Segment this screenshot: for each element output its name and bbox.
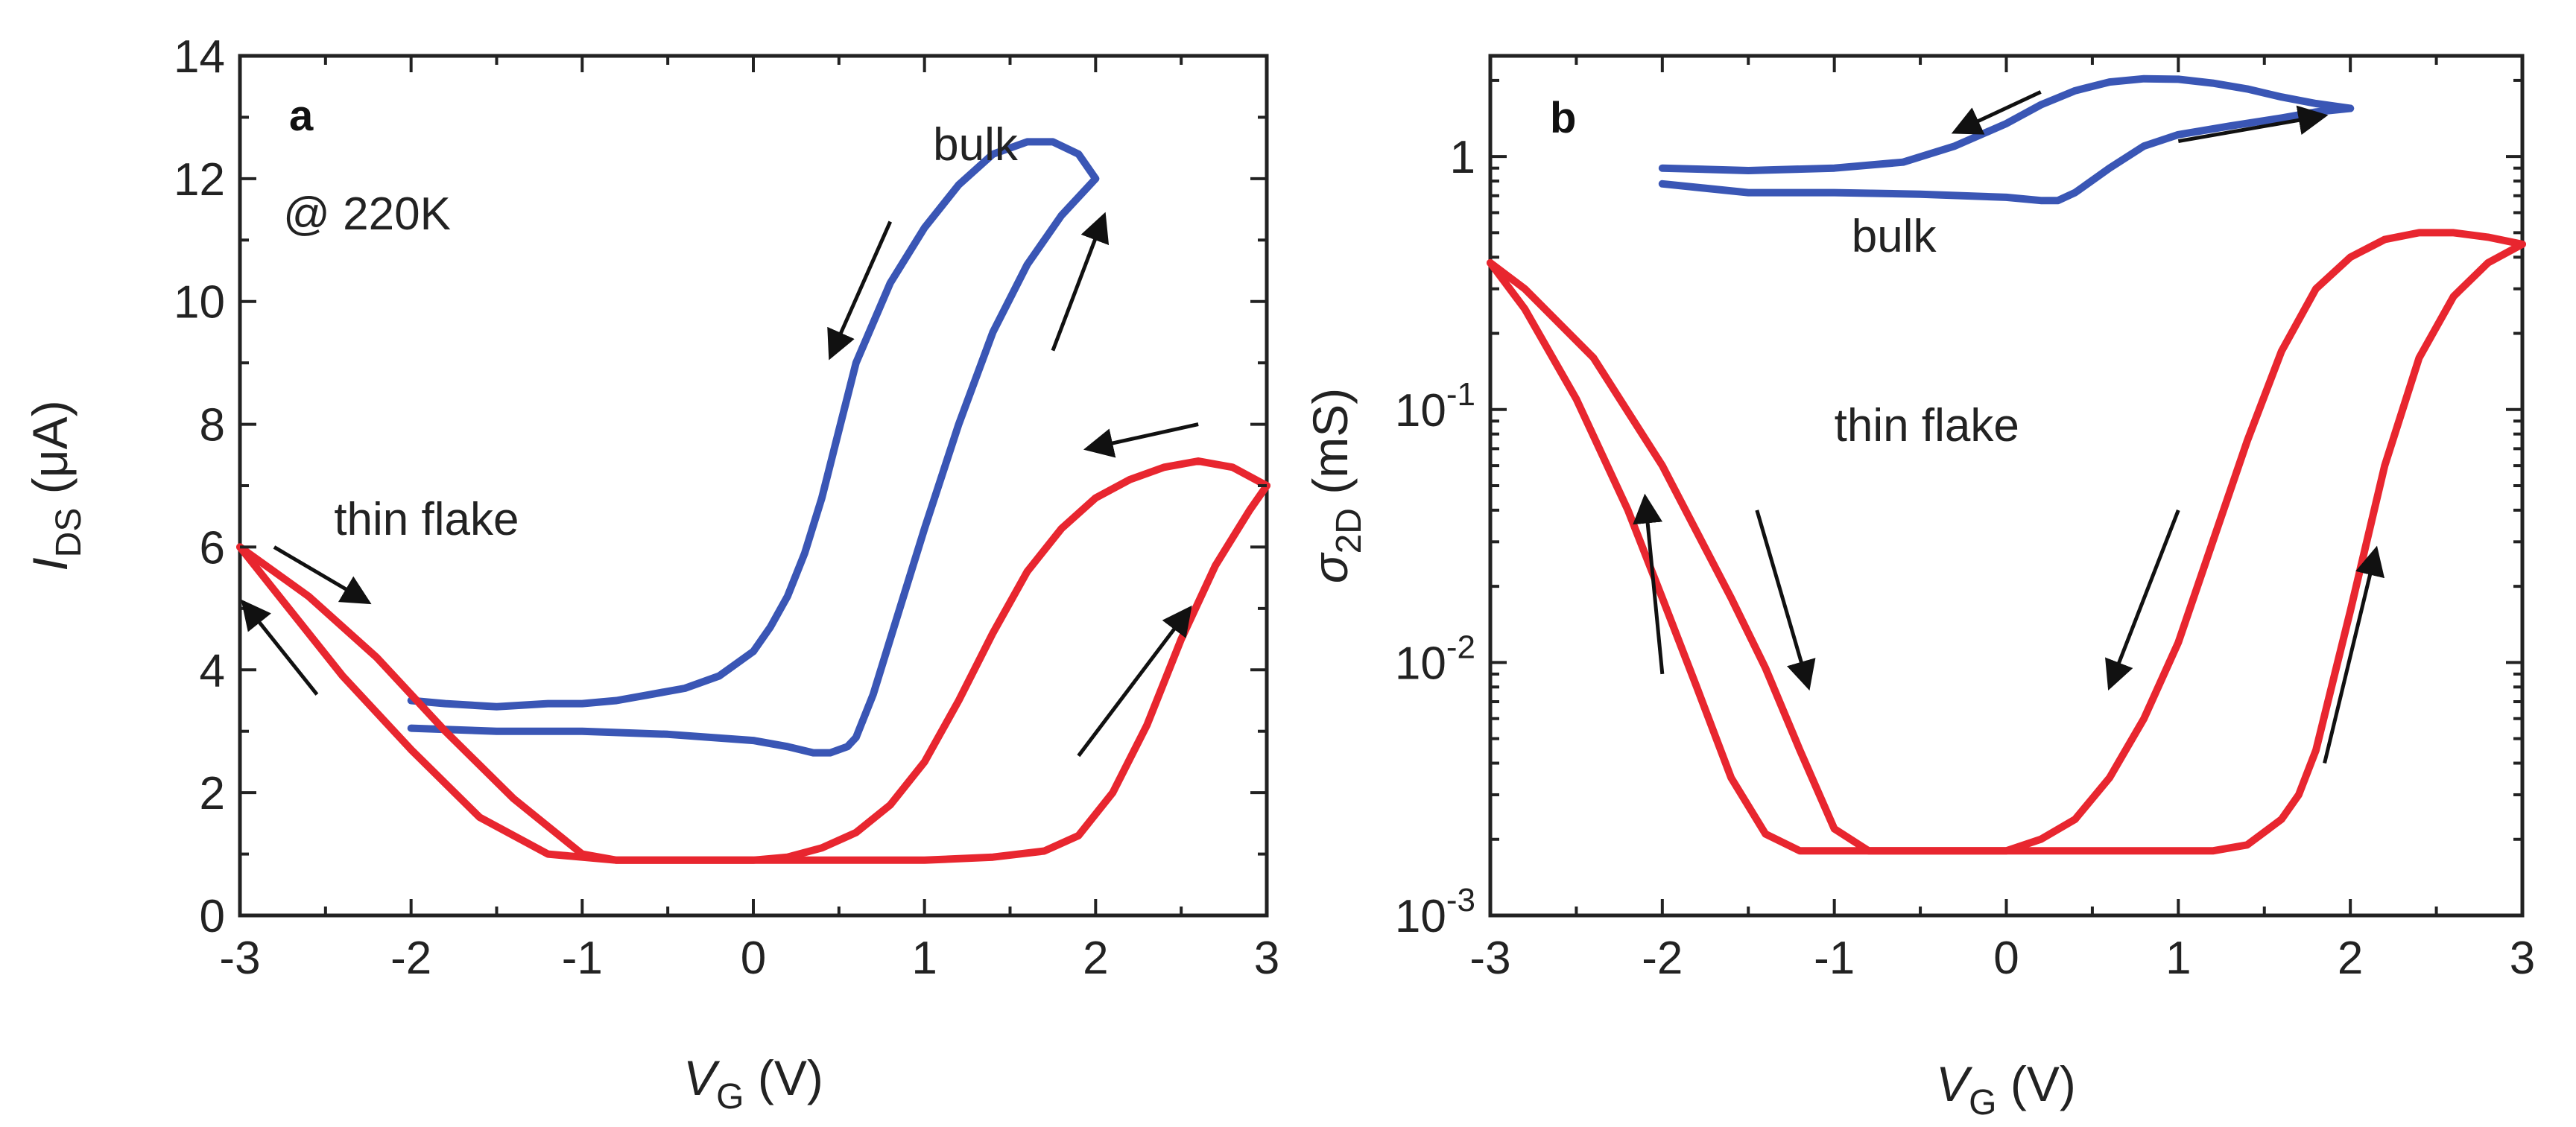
panel-b-x-axis-subscript: G	[1969, 1083, 1996, 1123]
panel-b-x-tick-label: 0	[1993, 933, 2019, 984]
panel-b-thin-flake-forward-curve	[1487, 240, 2526, 855]
panel-a-y-tick-label: 4	[200, 645, 225, 696]
panel-b-x-tick-label: -3	[1469, 933, 1510, 984]
panel-b-y-tick-base: 10	[1395, 638, 1446, 689]
panel-b-y-tick-base: 10	[1395, 891, 1446, 942]
panel-a-curves	[236, 138, 1270, 864]
panel-b-y-axis-unit: (mS)	[1303, 388, 1358, 508]
panel-a-x-tick-label: 1	[911, 933, 937, 984]
panel-a-y-axis-subscript: DS	[49, 508, 89, 558]
panel-b-x-tick-label: 3	[2510, 933, 2535, 984]
panel-b-y-tick-label: 10-3	[1395, 882, 1475, 942]
panel-b-bulk-label: bulk	[1852, 211, 1937, 262]
panel-b-x-tick-label: -1	[1814, 933, 1855, 984]
panel-a-y-tick-label: 12	[174, 154, 225, 206]
panel-b-label: b	[1550, 94, 1576, 142]
panel-a-x-tick-label: -2	[390, 933, 431, 984]
panel-b-y-axis-title-group: σ2D (mS)	[1303, 388, 1369, 583]
panel-b-bulk-backward-curve	[1658, 74, 2355, 174]
panel-b-x-tick-label: -2	[1642, 933, 1683, 984]
panel-b-y-axis-subscript: 2D	[1329, 508, 1369, 553]
panel-a-sweep-arrow	[1051, 212, 1110, 352]
panel-a-y-axis-title: IDS (μA)	[22, 400, 89, 571]
panel-b-y-axis-title: σ2D (mS)	[1303, 388, 1369, 583]
panel-a-bulk-backward-curve	[407, 138, 1100, 711]
panel-b-y-tick-base: 1	[1450, 132, 1475, 183]
panel-b-sweep-arrow	[2323, 545, 2385, 764]
panel-a-bulk-label: bulk	[933, 119, 1019, 171]
panel-b-x-tick-label: 1	[2165, 933, 2191, 984]
panel-a-thin-flake-forward-curve	[236, 482, 1270, 864]
panel-a-x-tick-label: 0	[741, 933, 766, 984]
panel-a-y-tick-label: 10	[174, 277, 225, 328]
panel-a-x-tick-label: 3	[1254, 933, 1279, 984]
panel-b-x-axis-title: VG (V)	[1936, 1056, 2076, 1123]
panel-a-sweep-arrow	[241, 599, 319, 696]
panel-a-x-tick-label: 2	[1083, 933, 1108, 984]
panel-b-y-tick-exponent: -1	[1446, 376, 1475, 413]
panel-a-annotations: bulk thin flake	[334, 119, 1019, 545]
panel-b-ticks: -3 -2 -1 0 1 2 310-310-210-11	[1395, 56, 2535, 984]
panel-a-arrows	[241, 212, 1199, 758]
panel-a-sweep-arrow	[1083, 422, 1199, 458]
panel-b-sweep-arrow	[2177, 105, 2329, 143]
panel-b-x-tick-label: 2	[2338, 933, 2363, 984]
panel-b-arrows	[1633, 90, 2385, 764]
panel-a-y-tick-label: 2	[200, 768, 225, 819]
panel-b-y-tick-label: 1	[1450, 132, 1475, 183]
panel-b-y-tick-label: 10-1	[1395, 376, 1475, 436]
panel-a-y-tick-label: 6	[200, 522, 225, 574]
panel-b-sweep-arrow	[1951, 90, 2042, 135]
panel-b-bulk-forward-curve	[1658, 104, 2355, 205]
panel-b-y-axis-symbol: σ	[1303, 552, 1358, 583]
panel-b-sweep-arrow	[1755, 509, 1816, 691]
panel-a-thin-flake-label: thin flake	[334, 494, 519, 545]
panel-b-y-tick-exponent: -2	[1446, 629, 1475, 665]
panel-b-annotations: bulk thin flake	[1835, 211, 2019, 451]
panel-b-y-tick-label: 10-2	[1395, 629, 1475, 689]
panel-a-x-axis-title: VG (V)	[683, 1050, 823, 1117]
panel-b-curves	[1487, 74, 2526, 855]
panel-b-plot-frame	[1488, 54, 2525, 918]
panel-a-y-tick-label: 0	[200, 891, 225, 942]
panel-b-x-axis-symbol: V	[1936, 1056, 1973, 1111]
panel-a-y-tick-label: 14	[174, 31, 225, 83]
panel-b-thin-flake-label: thin flake	[1835, 400, 2019, 451]
panel-a-sweep-arrow	[1077, 605, 1192, 758]
panel-a-x-axis-unit: (V)	[744, 1050, 823, 1105]
panel-a-x-tick-label: -1	[562, 933, 603, 984]
panel-a-y-axis-title-group: IDS (μA)	[22, 400, 89, 571]
panel-a-label: a	[289, 92, 314, 140]
panel-b-sweep-arrow	[2105, 509, 2180, 691]
panel-b-sweep-arrow	[1633, 493, 1665, 675]
panel-a-thin-flake-backward-curve	[236, 457, 1270, 864]
panel-a-x-axis-symbol: V	[683, 1050, 721, 1105]
panel-a-temperature-annotation: @ 220K	[283, 188, 451, 240]
panel-a-x-tick-label: -3	[219, 933, 260, 984]
panel-a-sweep-arrow	[273, 545, 372, 605]
panel-b-y-tick-base: 10	[1395, 385, 1446, 436]
panel-a-sweep-arrow	[827, 220, 893, 361]
panel-b-thin-flake-backward-curve	[1487, 229, 2526, 855]
panel-a-x-axis-subscript: G	[716, 1077, 744, 1117]
panel-a-bulk-forward-curve	[407, 174, 1100, 757]
panel-a-y-axis-symbol: I	[22, 557, 77, 571]
panel-b-y-tick-exponent: -3	[1446, 882, 1475, 918]
panel-b-x-axis-unit: (V)	[1997, 1056, 2076, 1111]
panel-a-y-axis-unit: (μA)	[22, 400, 77, 507]
panel-a-y-tick-label: 8	[200, 400, 225, 451]
